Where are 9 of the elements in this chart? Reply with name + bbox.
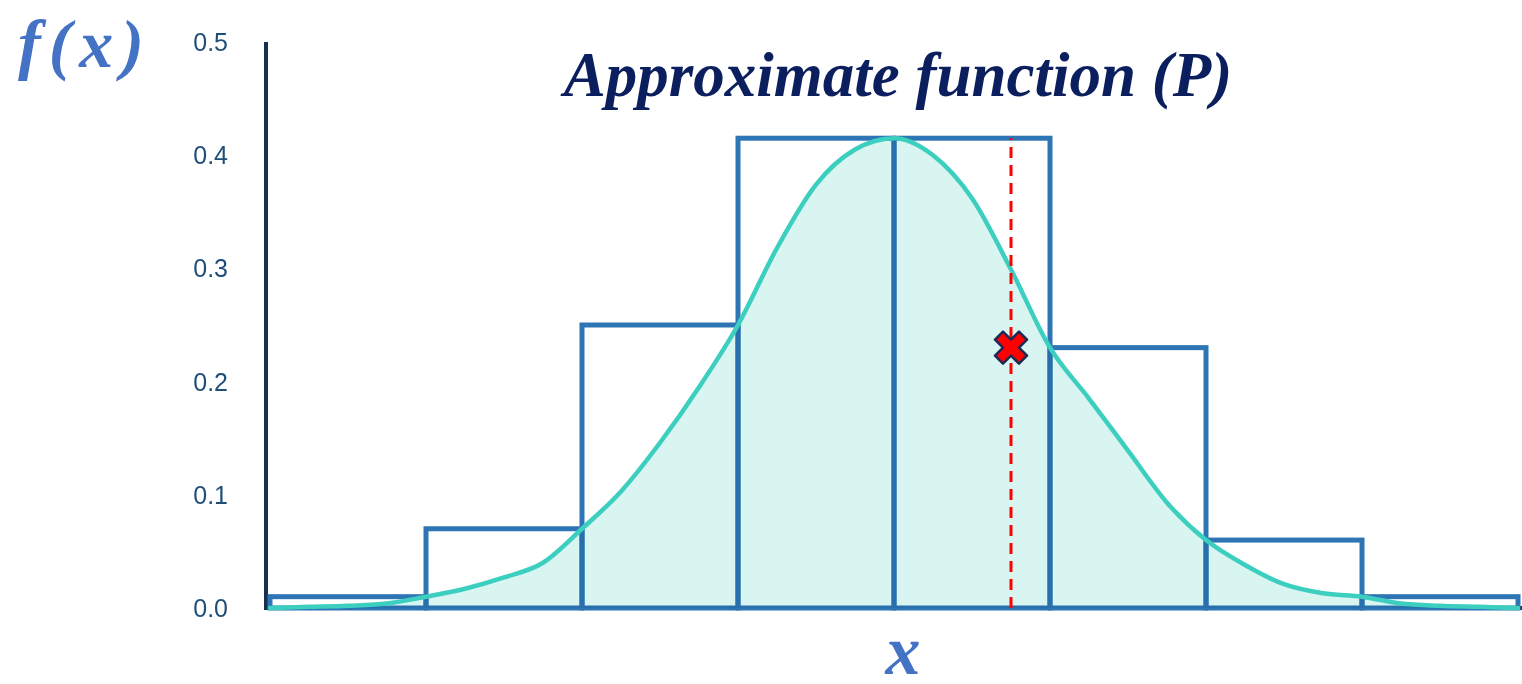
y-tick-label: 0.3 [193,254,228,283]
y-tick-label: 0.5 [193,28,228,56]
y-tick-label: 0.0 [193,594,228,622]
chart-title: Approximate function (P) [559,40,1233,110]
y-tick-label: 0.1 [193,480,228,509]
y-axis-title: f(x) [18,6,152,82]
x-axis-title: x [884,612,921,684]
y-tick-label: 0.4 [193,141,229,170]
y-tick-label: 0.2 [193,367,228,396]
